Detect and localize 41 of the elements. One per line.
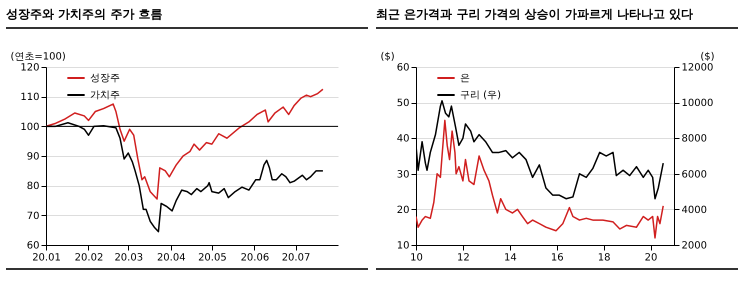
x-tick-label: 16 xyxy=(550,252,564,264)
y-tick-label: 80 xyxy=(26,181,40,192)
legend-label: 구리 (우) xyxy=(460,90,502,101)
y-tick-label: 20 xyxy=(396,204,410,216)
x-tick-label: 20.04 xyxy=(156,252,186,264)
y-tick-label: 60 xyxy=(26,240,40,252)
y-tick-label: 70 xyxy=(26,210,40,222)
y-tick-label: 100 xyxy=(20,122,40,133)
legend-label: 가치주 xyxy=(90,90,120,101)
y2-axis-title: ($) xyxy=(700,52,715,62)
y2-tick-label: 10000 xyxy=(682,98,714,110)
y2-tick-label: 8000 xyxy=(682,134,707,145)
y2-tick-label: 12000 xyxy=(682,62,714,74)
y2-tick-label: 6000 xyxy=(682,169,707,180)
x-tick-label: 10 xyxy=(410,252,423,264)
x-tick-label: 20.06 xyxy=(240,252,270,264)
x-tick-label: 20.03 xyxy=(114,252,144,264)
y2-tick-label: 2000 xyxy=(682,240,707,252)
legend-label: 성장주 xyxy=(90,73,120,84)
x-tick-label: 18 xyxy=(598,252,611,264)
y-axis-title: ($) xyxy=(380,52,395,62)
y-axis-title: (연초=100) xyxy=(10,52,66,62)
y-tick-label: 50 xyxy=(396,98,410,110)
chart-title: 성장주와 가치주의 주가 흐름 xyxy=(6,4,368,29)
y-tick-label: 120 xyxy=(20,62,40,74)
y-tick-label: 90 xyxy=(26,152,40,162)
legend-label: 은 xyxy=(460,73,470,84)
x-tick-label: 14 xyxy=(504,252,517,264)
chart-title: 최근 은가격과 구리 가격의 상승이 가파르게 나타나고 있다 xyxy=(376,4,738,29)
x-tick-label: 20.07 xyxy=(282,252,310,264)
y-tick-label: 40 xyxy=(396,134,410,145)
x-tick-label: 20.05 xyxy=(198,252,227,264)
x-tick-label: 12 xyxy=(457,252,470,264)
y-tick-label: 60 xyxy=(396,62,410,74)
x-tick-label: 20.02 xyxy=(74,252,104,264)
y-tick-label: 10 xyxy=(396,240,410,252)
x-tick-label: 20.01 xyxy=(32,252,61,264)
y2-tick-label: 4000 xyxy=(682,204,707,216)
y-tick-label: 110 xyxy=(20,92,40,104)
x-tick-label: 20 xyxy=(644,252,658,264)
y-tick-label: 30 xyxy=(396,169,410,180)
